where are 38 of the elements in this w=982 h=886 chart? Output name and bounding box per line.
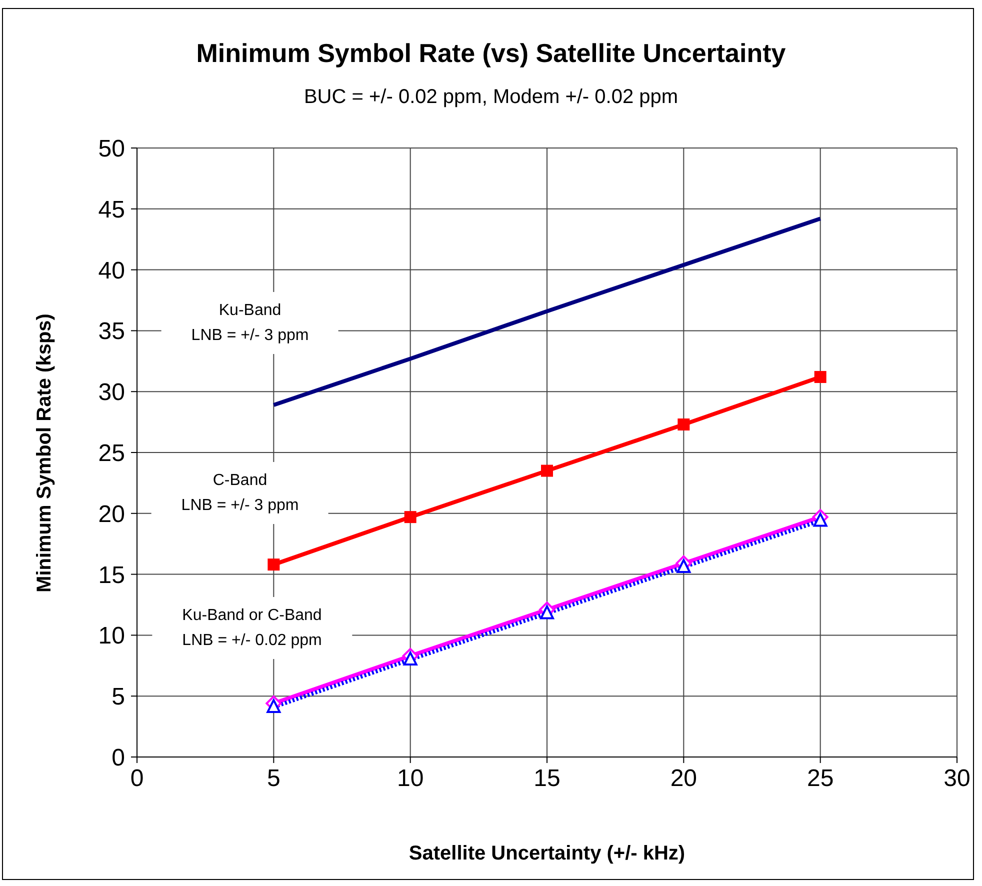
y-tick-label: 35 <box>98 318 125 346</box>
y-tick-label: 0 <box>112 744 125 772</box>
text-box: Ku-Band LNB = +/- 3 ppm <box>161 292 339 354</box>
x-tick-label: 15 <box>534 765 560 792</box>
y-tick-label: 25 <box>98 440 125 468</box>
x-tick-label: 10 <box>396 765 424 792</box>
annotation: C-Band LNB = +/- 3 ppm <box>181 471 299 516</box>
point <box>814 370 826 383</box>
annotation: Ku-Band LNB = +/- 3 ppm <box>191 301 309 346</box>
x-tick-label: 5 <box>266 765 280 792</box>
y-tick-label: 15 <box>98 562 125 589</box>
point <box>813 512 828 527</box>
point <box>540 605 554 620</box>
y-tick-label: 10 <box>98 622 125 650</box>
y-tick-label: 50 <box>98 136 125 163</box>
x-tick-label: 20 <box>670 765 698 792</box>
point <box>676 558 691 573</box>
y-tick-label: 5 <box>112 684 125 711</box>
y-tick-label: 45 <box>98 196 125 224</box>
point <box>268 558 280 571</box>
point <box>678 418 690 430</box>
point <box>403 652 418 666</box>
text-box: C-Band LNB = +/- 3 ppm <box>151 462 329 524</box>
point <box>541 464 553 477</box>
y-tick-label: 20 <box>98 500 125 528</box>
x-tick-label: 30 <box>944 765 970 792</box>
x-tick-label: 0 <box>130 765 144 792</box>
chart-subtitle: BUC = +/- 0.02 ppm, Modem +/- 0.02 ppm <box>302 86 680 109</box>
chart-title: Minimum Symbol Rate (vs) Satellite Uncertainty <box>195 38 787 69</box>
annotation: Ku-Band or C-Band LNB = +/- 0.02 ppm <box>182 606 322 651</box>
x-tick-label: 25 <box>806 765 834 792</box>
text-box: Ku-Band or C-Band LNB = +/- 0.02 ppm <box>152 597 352 659</box>
point <box>266 699 281 714</box>
y-axis-title: Minimum Symbol Rate (ksps) <box>34 313 56 592</box>
y-tick-label: 40 <box>98 257 125 284</box>
x-axis-title: Satellite Uncertainty (+/- kHz) <box>408 842 686 866</box>
y-tick-label: 30 <box>98 379 125 406</box>
point <box>404 511 416 524</box>
